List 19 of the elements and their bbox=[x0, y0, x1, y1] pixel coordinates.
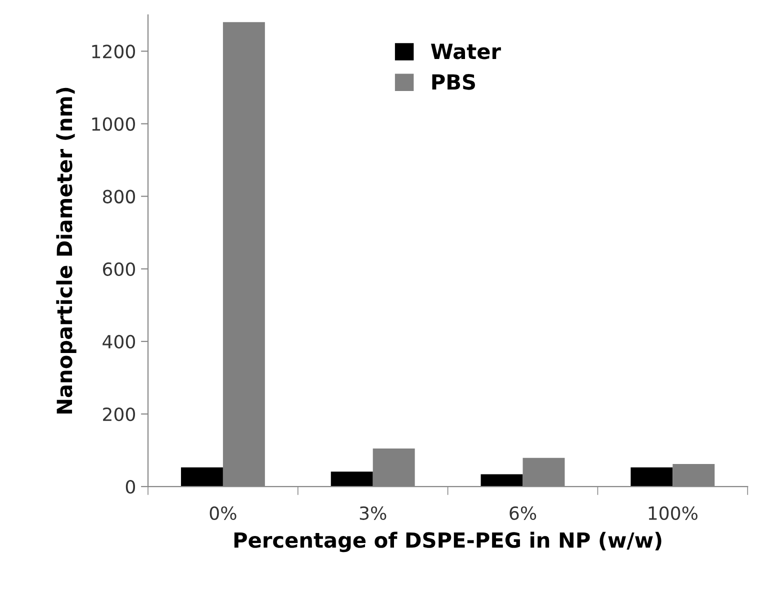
x-axis-title: Percentage of DSPE-PEG in NP (w/w) bbox=[234, 532, 662, 552]
x-tick-label: 0% bbox=[210, 506, 236, 520]
x-tick-label: 6% bbox=[510, 506, 536, 520]
y-tick-label: 400 bbox=[102, 334, 135, 349]
y-tick-label: 1200 bbox=[92, 44, 135, 58]
y-tick-label: 200 bbox=[103, 407, 135, 422]
bar bbox=[330, 472, 373, 487]
legend-label: Water bbox=[430, 44, 501, 60]
y-tick-label: 600 bbox=[102, 262, 135, 276]
y-tick-label: 0 bbox=[126, 480, 135, 494]
bar bbox=[480, 474, 523, 487]
y-tick-label: 1000 bbox=[92, 117, 135, 131]
legend-label: PBS bbox=[432, 74, 475, 90]
y-tick-label: 800 bbox=[102, 190, 135, 204]
x-tick-label: 100% bbox=[648, 506, 698, 520]
x-tick-label: 3% bbox=[360, 506, 386, 520]
y-axis-title: Nanoparticle Diameter (nm) bbox=[56, 88, 76, 414]
bar bbox=[180, 467, 223, 487]
bar bbox=[630, 467, 673, 487]
